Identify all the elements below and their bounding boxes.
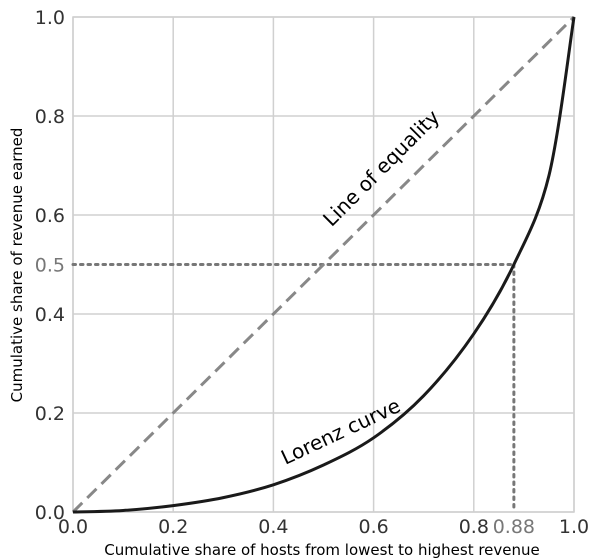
x-tick-label-0: 0.0 <box>58 516 88 538</box>
y-tick-label-0: 0.0 <box>35 502 65 524</box>
x-tick-label-5: 1.0 <box>559 516 589 538</box>
x-tick-label-1: 0.2 <box>158 516 188 538</box>
reference-labels: 0.88 0.5 <box>35 255 535 539</box>
x-axis-label: Cumulative share of hosts from lowest to… <box>104 541 540 559</box>
x-axis-ticks: 0.0 0.2 0.4 0.6 0.8 1.0 <box>58 516 589 538</box>
series-line-lorenz-curve <box>72 16 576 514</box>
y-tick-label-1: 0.2 <box>35 403 65 425</box>
y-tick-label-3: 0.6 <box>35 205 65 227</box>
reference-y-label: 0.5 <box>35 255 65 277</box>
x-tick-label-3: 0.6 <box>358 516 388 538</box>
y-tick-label-2: 0.4 <box>35 304 65 326</box>
y-tick-label-4: 0.8 <box>35 106 65 128</box>
y-axis-ticks: 0.0 0.2 0.4 0.6 0.8 1.0 <box>35 7 65 524</box>
series-lines <box>71 15 576 514</box>
y-tick-label-5: 1.0 <box>35 7 65 29</box>
x-tick-label-4: 0.8 <box>459 516 489 538</box>
y-axis-label: Cumulative share of revenue earned <box>8 128 26 403</box>
reference-x-label: 0.88 <box>493 516 535 538</box>
annotation-line-of-equality: Line of equality <box>318 105 444 231</box>
series-line-line-of-equality <box>71 15 576 514</box>
x-tick-label-2: 0.4 <box>258 516 288 538</box>
reference-lines <box>71 263 516 514</box>
